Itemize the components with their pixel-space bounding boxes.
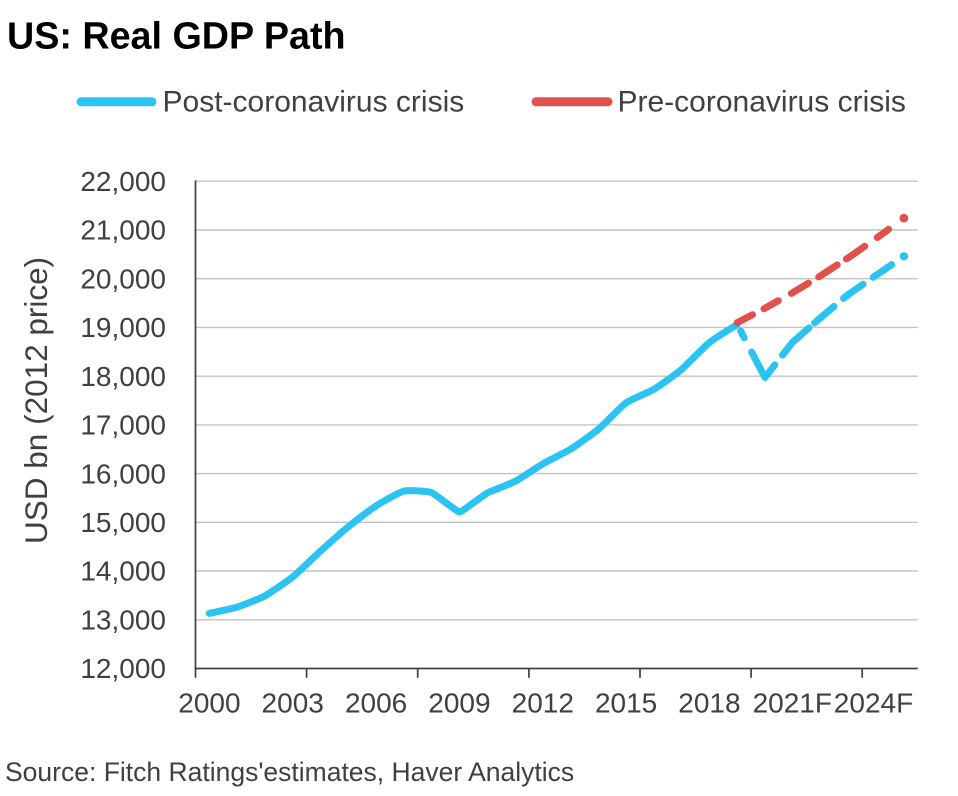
svg-text:2006: 2006 [345,687,407,718]
svg-text:US: Real GDP Path: US: Real GDP Path [7,15,346,57]
svg-text:16,000: 16,000 [80,458,166,489]
svg-text:2000: 2000 [178,687,240,718]
svg-text:2003: 2003 [262,687,324,718]
svg-text:2021F: 2021F [753,687,832,718]
svg-text:14,000: 14,000 [80,556,166,587]
svg-text:18,000: 18,000 [80,361,166,392]
svg-text:19,000: 19,000 [80,312,166,343]
svg-text:Post-coronavirus crisis: Post-coronavirus crisis [163,85,465,118]
svg-text:12,000: 12,000 [80,653,166,684]
svg-text:Pre-coronavirus crisis: Pre-coronavirus crisis [618,85,906,118]
svg-text:2024F: 2024F [834,687,913,718]
svg-text:2012: 2012 [512,687,574,718]
svg-text:Source: Fitch Ratings'estimate: Source: Fitch Ratings'estimates, Haver A… [5,757,574,787]
svg-text:2009: 2009 [428,687,490,718]
svg-text:17,000: 17,000 [80,410,166,441]
svg-text:21,000: 21,000 [80,215,166,246]
svg-text:2018: 2018 [678,687,740,718]
svg-text:USD bn (2012 price): USD bn (2012 price) [18,257,54,544]
svg-text:22,000: 22,000 [80,166,166,197]
svg-text:13,000: 13,000 [80,605,166,636]
svg-text:2015: 2015 [595,687,657,718]
svg-text:15,000: 15,000 [80,507,166,538]
svg-text:20,000: 20,000 [80,263,166,294]
